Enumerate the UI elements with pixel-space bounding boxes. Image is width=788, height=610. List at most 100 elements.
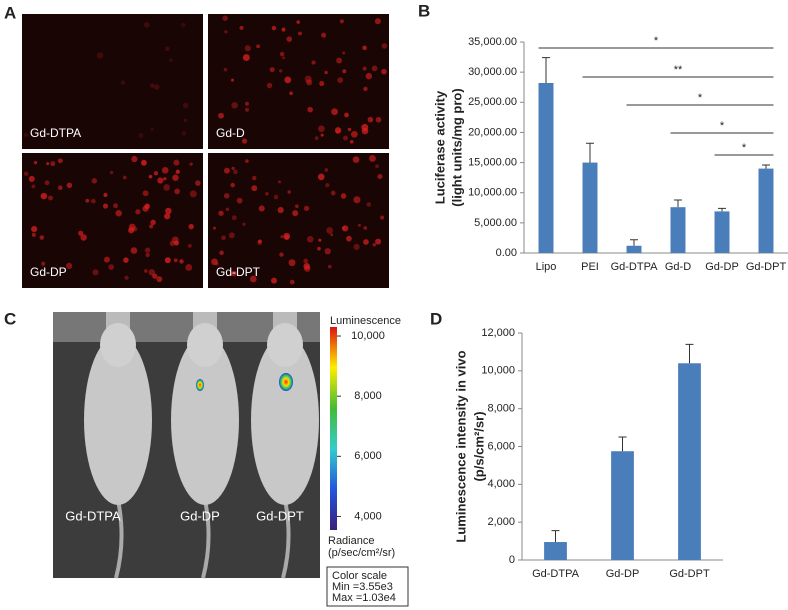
cell	[144, 269, 148, 273]
cell	[277, 206, 284, 214]
cell	[144, 203, 150, 210]
cell	[286, 36, 293, 42]
cell	[365, 72, 373, 80]
cell	[336, 57, 343, 64]
bar	[538, 82, 554, 253]
image-label: Gd-D	[216, 126, 245, 140]
error-bar	[551, 530, 560, 543]
cell	[306, 79, 313, 86]
tail	[201, 499, 211, 579]
cell	[241, 138, 248, 144]
image-label: Gd-DTPA	[30, 126, 81, 140]
cell	[108, 264, 115, 270]
micro-image	[22, 14, 203, 149]
y-axis-label: Luciferase activity	[432, 90, 447, 204]
colorbar-tick-label: 4,000	[354, 510, 382, 522]
x-tick-label: Gd-D	[665, 261, 691, 273]
y-tick-label: 20,000.00	[468, 126, 517, 138]
cell	[44, 180, 50, 186]
cell	[353, 196, 361, 204]
cell	[377, 173, 383, 180]
cell	[230, 78, 234, 82]
colorbar-tick-label: 6,000	[354, 450, 382, 462]
cell	[66, 182, 73, 189]
cell	[352, 156, 360, 163]
cell	[362, 66, 367, 71]
cell	[31, 184, 36, 189]
cell	[321, 32, 327, 38]
cell	[195, 180, 201, 186]
cell	[181, 131, 187, 136]
y-tick-label: 5,000.00	[474, 217, 517, 229]
cell	[31, 226, 38, 233]
cell	[363, 239, 369, 245]
cell	[28, 175, 35, 182]
cell	[173, 258, 178, 263]
cell	[271, 25, 277, 31]
error-bar	[586, 142, 594, 163]
cell	[164, 213, 171, 220]
cell	[40, 192, 48, 200]
panel-label: C	[4, 309, 16, 328]
cell	[242, 54, 250, 62]
signal	[279, 373, 293, 391]
y-tick-label: 35,000.00	[468, 36, 517, 48]
cell	[351, 130, 358, 138]
significance-label: *	[742, 142, 747, 154]
cell	[150, 83, 155, 88]
cell	[138, 132, 144, 138]
cell	[361, 123, 369, 131]
cell	[153, 171, 159, 176]
cell	[96, 52, 104, 59]
cell	[306, 235, 314, 243]
cell	[115, 210, 122, 217]
imaging-photo: Gd-DTPA Gd-DP Gd-DPT	[53, 312, 320, 579]
cell	[143, 21, 150, 28]
cell	[224, 167, 230, 174]
cell	[31, 232, 36, 237]
cell	[271, 277, 277, 284]
cell	[65, 262, 73, 270]
cell	[380, 215, 385, 220]
cell	[303, 262, 311, 270]
cell	[222, 15, 228, 21]
significance-label: *	[720, 120, 725, 132]
cell	[279, 51, 285, 57]
y-tick-label: 10,000.00	[468, 187, 517, 199]
cell	[221, 235, 226, 241]
cell	[218, 210, 224, 216]
cell	[362, 45, 367, 51]
color-scale-title: Color scale	[332, 570, 387, 582]
cell	[245, 159, 249, 163]
cell	[23, 132, 29, 138]
cell	[23, 171, 29, 177]
cell	[296, 20, 300, 24]
cell	[325, 183, 330, 188]
colorbar-tick-label: 8,000	[354, 390, 382, 402]
cell	[298, 31, 302, 36]
cell	[327, 264, 332, 269]
cell	[224, 30, 228, 34]
cell	[330, 190, 336, 196]
cell	[324, 248, 331, 255]
cell	[85, 198, 90, 203]
error-bar	[685, 343, 694, 364]
colorbar-title: Luminescence	[330, 315, 401, 327]
image-label: Gd-DPT	[216, 265, 261, 279]
colorbar-unit-title: Radiance	[328, 535, 374, 547]
cell	[149, 224, 154, 229]
cell	[123, 257, 129, 263]
cell	[223, 193, 230, 199]
cell	[46, 162, 50, 166]
cell	[279, 69, 283, 73]
cell	[57, 158, 63, 164]
cell	[223, 67, 228, 72]
cell	[91, 198, 96, 204]
bar	[626, 245, 642, 253]
cell	[102, 203, 109, 209]
cell	[145, 252, 150, 258]
micro-image	[208, 153, 389, 288]
cell	[213, 226, 217, 230]
cell	[131, 155, 138, 163]
cell	[280, 235, 284, 239]
